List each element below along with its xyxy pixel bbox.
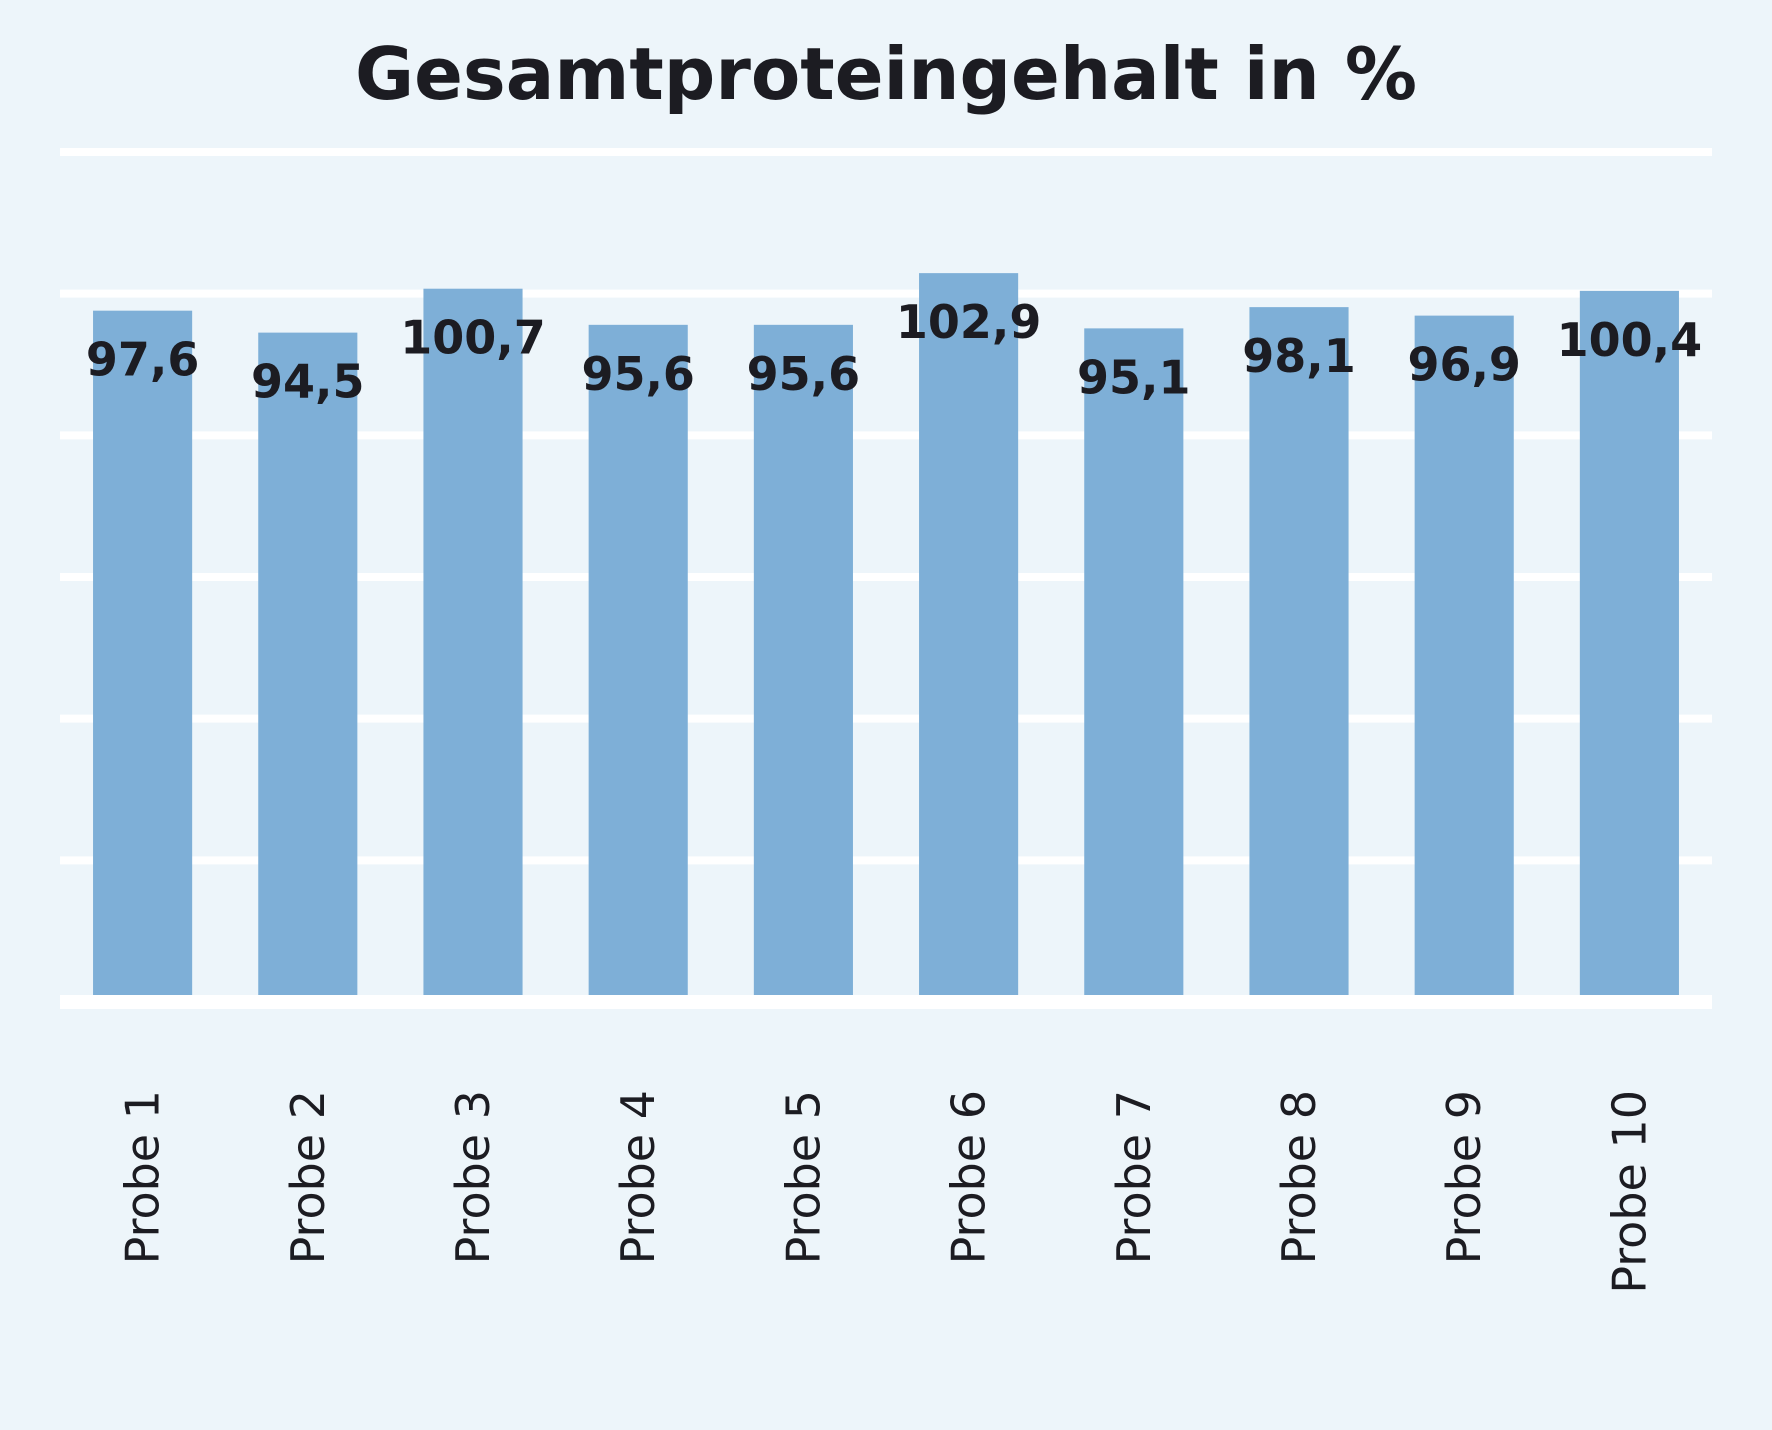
bar-5 xyxy=(753,324,853,1002)
data-label-6: 102,9 xyxy=(896,295,1042,349)
data-label-3: 100,7 xyxy=(400,311,546,365)
bar-7 xyxy=(1084,328,1184,1002)
data-label-2: 94,5 xyxy=(251,355,365,409)
bar-2 xyxy=(258,332,358,1002)
x-tick-label-8: Probe 8 xyxy=(1272,1090,1326,1264)
chart-title: Gesamtproteingehalt in % xyxy=(354,32,1418,116)
x-tick-label-6: Probe 6 xyxy=(942,1090,996,1264)
x-tick-label-2: Probe 2 xyxy=(281,1090,335,1264)
x-tick-label-1: Probe 1 xyxy=(116,1090,170,1264)
bar-6 xyxy=(919,273,1019,1002)
bar-9 xyxy=(1414,315,1514,1002)
x-tick-label-9: Probe 9 xyxy=(1437,1090,1491,1264)
bar-10 xyxy=(1579,290,1679,1002)
data-label-9: 96,9 xyxy=(1407,338,1521,392)
x-tick-label-5: Probe 5 xyxy=(776,1090,830,1264)
x-axis-tick-labels: Probe 1 Probe 2 Probe 3 Probe 4 Probe 5 Probe… xyxy=(116,1090,1657,1294)
data-labels: 97,6 94,5 100,7 95,6 95,6 102,9 95,1 98,1 96,9 10… xyxy=(86,295,1702,409)
x-tick-label-3: Probe 3 xyxy=(446,1090,500,1264)
bar-3 xyxy=(423,288,523,1002)
x-tick-label-7: Probe 7 xyxy=(1107,1090,1161,1264)
data-label-7: 95,1 xyxy=(1077,350,1191,404)
bar-1 xyxy=(93,310,193,1003)
bars xyxy=(93,273,1679,1003)
bar-4 xyxy=(588,324,688,1002)
x-tick-label-4: Probe 4 xyxy=(611,1090,665,1264)
data-label-8: 98,1 xyxy=(1242,329,1356,383)
x-tick-label-10: Probe 10 xyxy=(1602,1090,1656,1294)
data-label-1: 97,6 xyxy=(86,333,200,387)
data-label-5: 95,6 xyxy=(747,347,861,401)
bar-8 xyxy=(1249,307,1349,1002)
data-label-4: 95,6 xyxy=(581,347,695,401)
data-label-10: 100,4 xyxy=(1557,313,1703,367)
